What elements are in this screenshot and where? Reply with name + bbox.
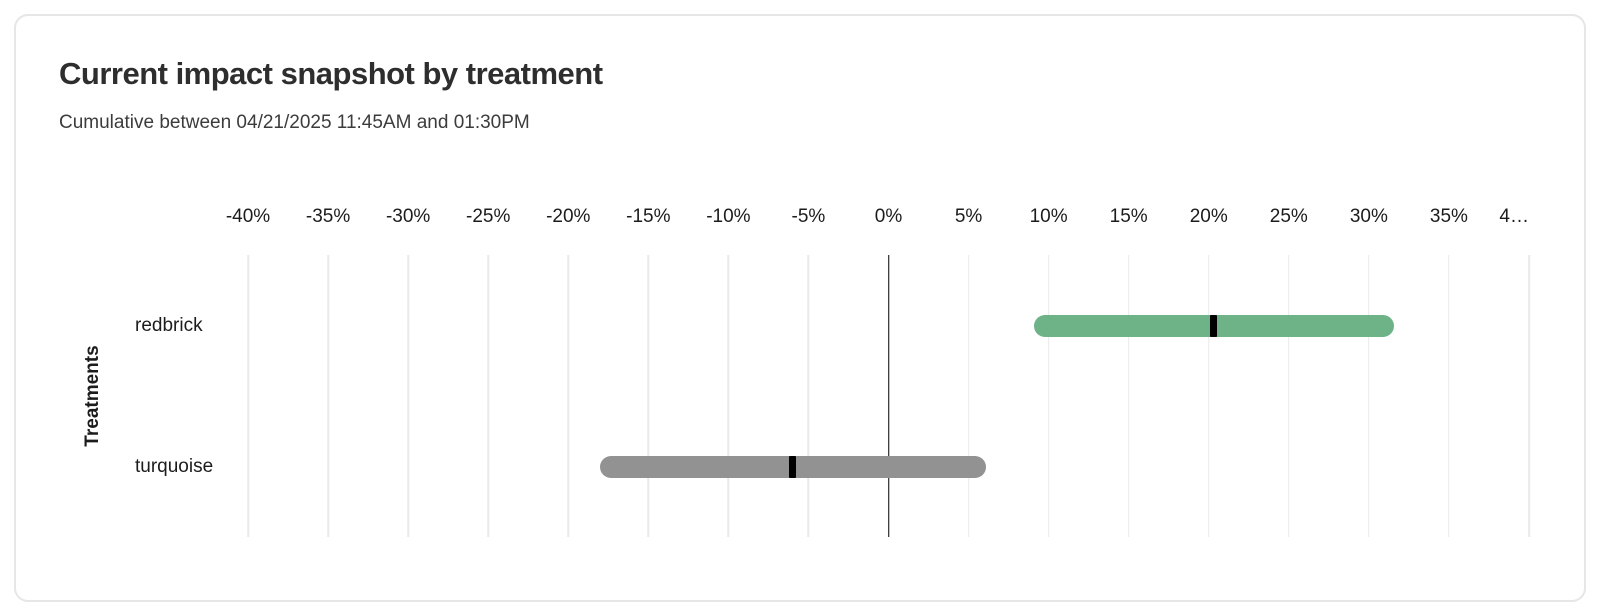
x-tick-label: 4…: [1499, 206, 1529, 227]
gridline: [567, 255, 569, 537]
x-tick-label: 30%: [1349, 206, 1388, 227]
category-labels: redbrick turquoise: [135, 255, 247, 537]
gridline: [487, 255, 489, 537]
y-axis-title: Treatments: [82, 345, 103, 447]
gridline: [327, 255, 329, 537]
gridline: [1368, 255, 1370, 537]
gridline: [1047, 255, 1050, 537]
x-tick-label: 0%: [874, 206, 903, 227]
x-axis-tick-labels: -40% -35% -30% -25% -20% -15% -10% -5% 0% 5% 10% 15…: [226, 204, 1529, 230]
x-tick-label: 5%: [954, 206, 983, 227]
gridline: [807, 255, 810, 537]
marker-turquoise[interactable]: [788, 455, 796, 478]
x-tick-label: -25%: [466, 206, 511, 227]
gridline: [727, 255, 730, 537]
x-tick-label: 25%: [1269, 206, 1308, 227]
gridline: [1127, 255, 1130, 537]
plot-area: [247, 255, 1530, 537]
chart-subtitle: Cumulative between 04/21/2025 11:45AM an…: [59, 112, 530, 133]
x-tick-label: -35%: [305, 206, 351, 227]
impact-chart: Treatments -40% -35% -30% -25% -20% -15% -10% -…: [16, 16, 1584, 600]
category-label-turquoise: turquoise: [135, 455, 214, 477]
impact-snapshot-card: Current impact snapshot by treatment Cum…: [14, 14, 1586, 602]
marker-redbrick[interactable]: [1210, 314, 1218, 337]
x-tick-label: -10%: [706, 206, 751, 227]
x-tick-label: -40%: [225, 206, 271, 227]
gridline: [247, 255, 249, 537]
x-tick-label: -30%: [385, 206, 431, 227]
gridline: [967, 255, 970, 537]
gridline: [1288, 255, 1290, 537]
gridline: [1528, 255, 1530, 537]
category-label-redbrick: redbrick: [135, 314, 203, 336]
gridline: [1448, 255, 1450, 537]
gridline: [1208, 255, 1210, 537]
gridline: [407, 255, 409, 537]
x-tick-label: -5%: [791, 206, 826, 227]
x-tick-label: 10%: [1029, 206, 1068, 227]
x-tick-label: -20%: [546, 206, 591, 227]
x-tick-label: 20%: [1189, 206, 1228, 227]
x-tick-label: 15%: [1109, 206, 1148, 227]
zero-axis-line: [887, 255, 890, 537]
x-tick-label: -15%: [626, 206, 671, 227]
x-tick-label: 35%: [1429, 206, 1468, 227]
chart-title: Current impact snapshot by treatment: [59, 56, 603, 91]
gridline: [647, 255, 650, 537]
